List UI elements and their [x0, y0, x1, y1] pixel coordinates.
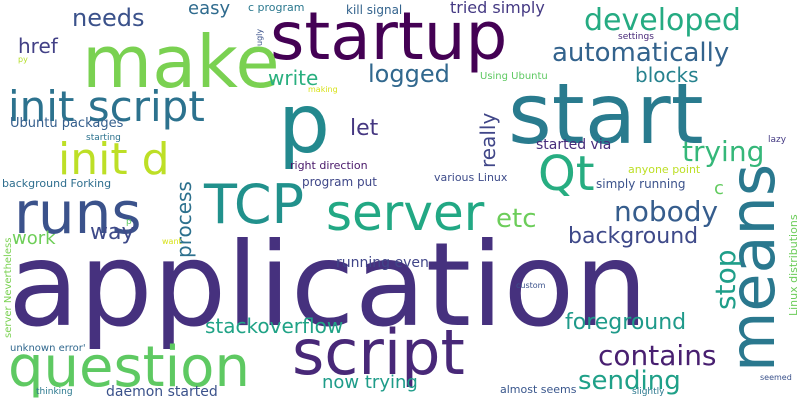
cloud-word: process — [172, 181, 196, 258]
cloud-word: running even — [336, 255, 429, 271]
cloud-word: question — [8, 335, 250, 400]
cloud-word: simply running — [596, 177, 686, 191]
cloud-word: background — [568, 224, 699, 249]
cloud-word: want — [162, 237, 182, 246]
cloud-word: blocks — [635, 63, 699, 87]
cloud-word: almost seems — [500, 383, 577, 396]
cloud-word: trying — [682, 135, 765, 168]
cloud-word: slightly — [632, 387, 665, 397]
cloud-word: p — [126, 217, 132, 227]
cloud-word: TCP — [204, 173, 305, 236]
cloud-word: now trying — [322, 372, 418, 393]
cloud-word: server — [326, 184, 485, 242]
cloud-word: application — [8, 218, 648, 353]
cloud-word: start — [508, 65, 704, 163]
cloud-word: program put — [302, 175, 377, 189]
cloud-word: etc — [496, 204, 537, 234]
cloud-word: startup — [270, 0, 508, 75]
cloud-word: work — [12, 228, 56, 249]
cloud-word: href — [18, 34, 58, 58]
cloud-word: thinking — [36, 387, 73, 397]
cloud-word: logged — [368, 60, 450, 88]
cloud-word: Linux distributions — [787, 214, 800, 316]
cloud-word: write — [268, 66, 319, 90]
cloud-word: make — [82, 20, 280, 104]
cloud-word: way — [90, 220, 135, 245]
cloud-word: various Linux — [434, 171, 508, 184]
cloud-word: needs — [72, 4, 145, 32]
cloud-word: automatically — [552, 38, 730, 68]
cloud-word: script — [292, 316, 465, 389]
cloud-word: server Nevertheless — [3, 237, 14, 338]
cloud-word: init d — [58, 134, 170, 185]
cloud-word: kill signal — [346, 3, 403, 17]
cloud-word: settings — [618, 32, 654, 42]
cloud-word: stop — [709, 249, 742, 310]
cloud-word: p — [278, 77, 331, 172]
cloud-word: ugly — [255, 28, 264, 46]
cloud-word: stackoverflow — [205, 314, 344, 338]
cloud-word: custom — [516, 281, 546, 290]
cloud-word: Ubuntu packages — [10, 116, 124, 131]
cloud-word: let — [350, 116, 379, 141]
cloud-word: right direction — [290, 159, 368, 172]
cloud-word: making — [308, 85, 338, 94]
cloud-word: background Forking — [2, 177, 112, 190]
cloud-word: c program — [248, 1, 305, 14]
cloud-word: Qt — [538, 146, 595, 202]
cloud-word: seemed — [760, 373, 792, 382]
cloud-word: daemon started — [106, 384, 218, 400]
cloud-word: easy — [188, 0, 231, 19]
cloud-word: runs — [14, 179, 142, 247]
cloud-word: anyone point — [628, 163, 701, 176]
cloud-word: started via — [536, 137, 612, 153]
cloud-word: really — [476, 112, 500, 168]
cloud-word: c — [714, 178, 724, 199]
cloud-word: contains — [598, 339, 717, 372]
cloud-word: developed — [584, 3, 741, 38]
cloud-word: tried simply — [450, 0, 545, 17]
cloud-word: init script — [8, 82, 205, 131]
cloud-word: py — [18, 55, 28, 64]
cloud-word: unknown error' — [10, 343, 86, 354]
cloud-word: starting — [86, 133, 121, 143]
cloud-word: lazy — [768, 135, 787, 145]
cloud-word: Using Ubuntu — [480, 71, 548, 82]
cloud-word: sending — [578, 366, 681, 396]
cloud-word: foreground — [565, 310, 687, 335]
cloud-word: nobody — [614, 195, 719, 228]
